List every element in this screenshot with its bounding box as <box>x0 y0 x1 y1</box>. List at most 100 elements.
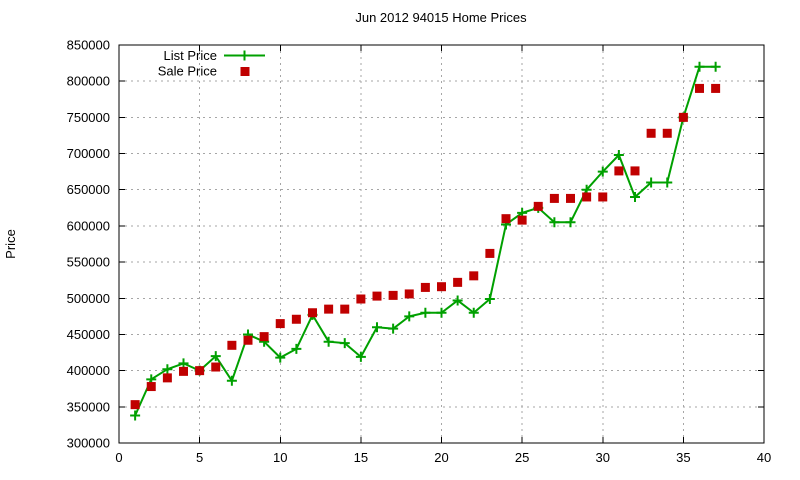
y-axis-tick-labels: 300000 350000 400000 450000 500000 550000 6000… <box>67 38 110 451</box>
x-tick-label: 15 <box>354 450 368 465</box>
sale-price-marker <box>453 277 463 287</box>
sale-price-marker <box>598 192 608 202</box>
y-tick-label: 450000 <box>67 327 110 342</box>
list-price-marker <box>420 307 431 318</box>
sale-price-marker <box>711 83 721 93</box>
list-price-marker <box>339 338 350 349</box>
sale-price-marker <box>130 400 140 410</box>
legend: List Price Sale Price <box>158 48 265 79</box>
list-price-marker <box>565 217 576 228</box>
y-axis-label: Price <box>3 229 18 259</box>
list-price-marker <box>468 307 479 318</box>
list-price-line <box>134 65 717 417</box>
sale-price-marker <box>227 340 237 350</box>
x-tick-label: 30 <box>596 450 610 465</box>
list-price-marker <box>484 293 495 304</box>
legend-label-list-price: List Price <box>164 48 217 63</box>
list-price-marker <box>710 61 721 72</box>
sale-price-marker <box>211 362 221 372</box>
chart-title: Jun 2012 94015 Home Prices <box>355 10 527 25</box>
x-tick-label: 20 <box>434 450 448 465</box>
legend-samples <box>224 50 265 76</box>
data-series <box>130 61 721 421</box>
sale-price-marker <box>501 214 511 224</box>
x-tick-label: 35 <box>676 450 690 465</box>
sale-price-marker <box>259 332 269 342</box>
x-axis-tick-labels: 0 5 10 15 20 25 30 35 40 <box>115 450 771 465</box>
legend-label-sale-price: Sale Price <box>158 64 217 79</box>
list-price-marker <box>275 352 286 363</box>
x-tick-label: 25 <box>515 450 529 465</box>
list-price-marker <box>372 322 382 333</box>
y-tick-label: 500000 <box>67 291 110 306</box>
x-tick-label: 5 <box>196 450 203 465</box>
sale-price-marker <box>485 248 495 258</box>
list-price-marker <box>178 358 189 369</box>
list-price-marker <box>210 351 221 362</box>
axis-tick-marks <box>118 44 765 444</box>
list-price-marker <box>613 149 624 160</box>
y-tick-label: 750000 <box>67 110 110 125</box>
sale-price-marker <box>469 271 479 281</box>
x-tick-label: 0 <box>115 450 122 465</box>
y-tick-label: 600000 <box>67 218 110 233</box>
legend-plus-sample <box>239 50 250 61</box>
sale-price-marker <box>308 308 317 318</box>
sale-price-marker <box>356 294 366 304</box>
sale-price-marker <box>146 382 156 392</box>
sale-price-marker <box>275 319 285 329</box>
sale-price-marker <box>678 112 688 122</box>
list-price-marker <box>226 375 237 386</box>
sale-price-marker <box>695 83 704 93</box>
sale-price-marker <box>195 366 205 376</box>
sale-price-marker <box>614 166 624 176</box>
sale-price-marker <box>179 366 188 376</box>
list-price-marker <box>388 323 399 334</box>
sale-price-marker <box>646 128 656 138</box>
x-tick-label: 10 <box>273 450 287 465</box>
sale-price-marker <box>162 373 172 383</box>
y-tick-label: 700000 <box>67 146 110 161</box>
sale-price-marker <box>566 193 575 203</box>
sale-price-marker <box>662 128 672 138</box>
x-tick-label: 40 <box>757 450 771 465</box>
list-price-marker <box>404 311 415 322</box>
sale-price-marker <box>404 289 414 299</box>
y-tick-label: 550000 <box>67 255 110 270</box>
list-price-marker <box>630 191 640 202</box>
legend-square-sample <box>240 67 250 76</box>
sale-price-marker <box>549 193 559 203</box>
sale-price-marker <box>630 166 640 176</box>
sale-price-marker <box>533 201 543 211</box>
list-price-marker <box>436 307 447 318</box>
y-tick-label: 850000 <box>67 38 110 53</box>
list-price-marker <box>355 351 366 362</box>
list-price-marker <box>662 177 673 188</box>
y-tick-label: 400000 <box>67 363 110 378</box>
list-price-marker <box>646 177 657 188</box>
list-price-marker <box>549 217 560 228</box>
y-tick-label: 300000 <box>67 436 110 451</box>
list-price-marker <box>162 364 173 375</box>
list-price-marker <box>694 61 705 72</box>
sale-price-marker <box>243 335 253 345</box>
sale-price-marker <box>517 215 527 225</box>
sale-price-marker <box>437 282 446 292</box>
y-tick-label: 650000 <box>67 182 110 197</box>
sale-price-marker <box>324 304 334 314</box>
sale-price-marker <box>291 314 301 324</box>
list-price-marker <box>452 295 463 306</box>
list-price-marker <box>130 410 141 421</box>
sale-price-marker <box>388 290 398 300</box>
sale-price-marker <box>372 291 382 301</box>
sale-price-marker <box>582 192 592 202</box>
y-tick-label: 350000 <box>67 399 110 414</box>
sale-price-marker <box>420 282 430 292</box>
list-price-marker <box>291 343 302 354</box>
list-price-marker <box>597 166 608 177</box>
y-tick-label: 800000 <box>67 74 110 89</box>
list-price-marker <box>323 336 334 347</box>
sale-price-marker <box>340 304 350 314</box>
